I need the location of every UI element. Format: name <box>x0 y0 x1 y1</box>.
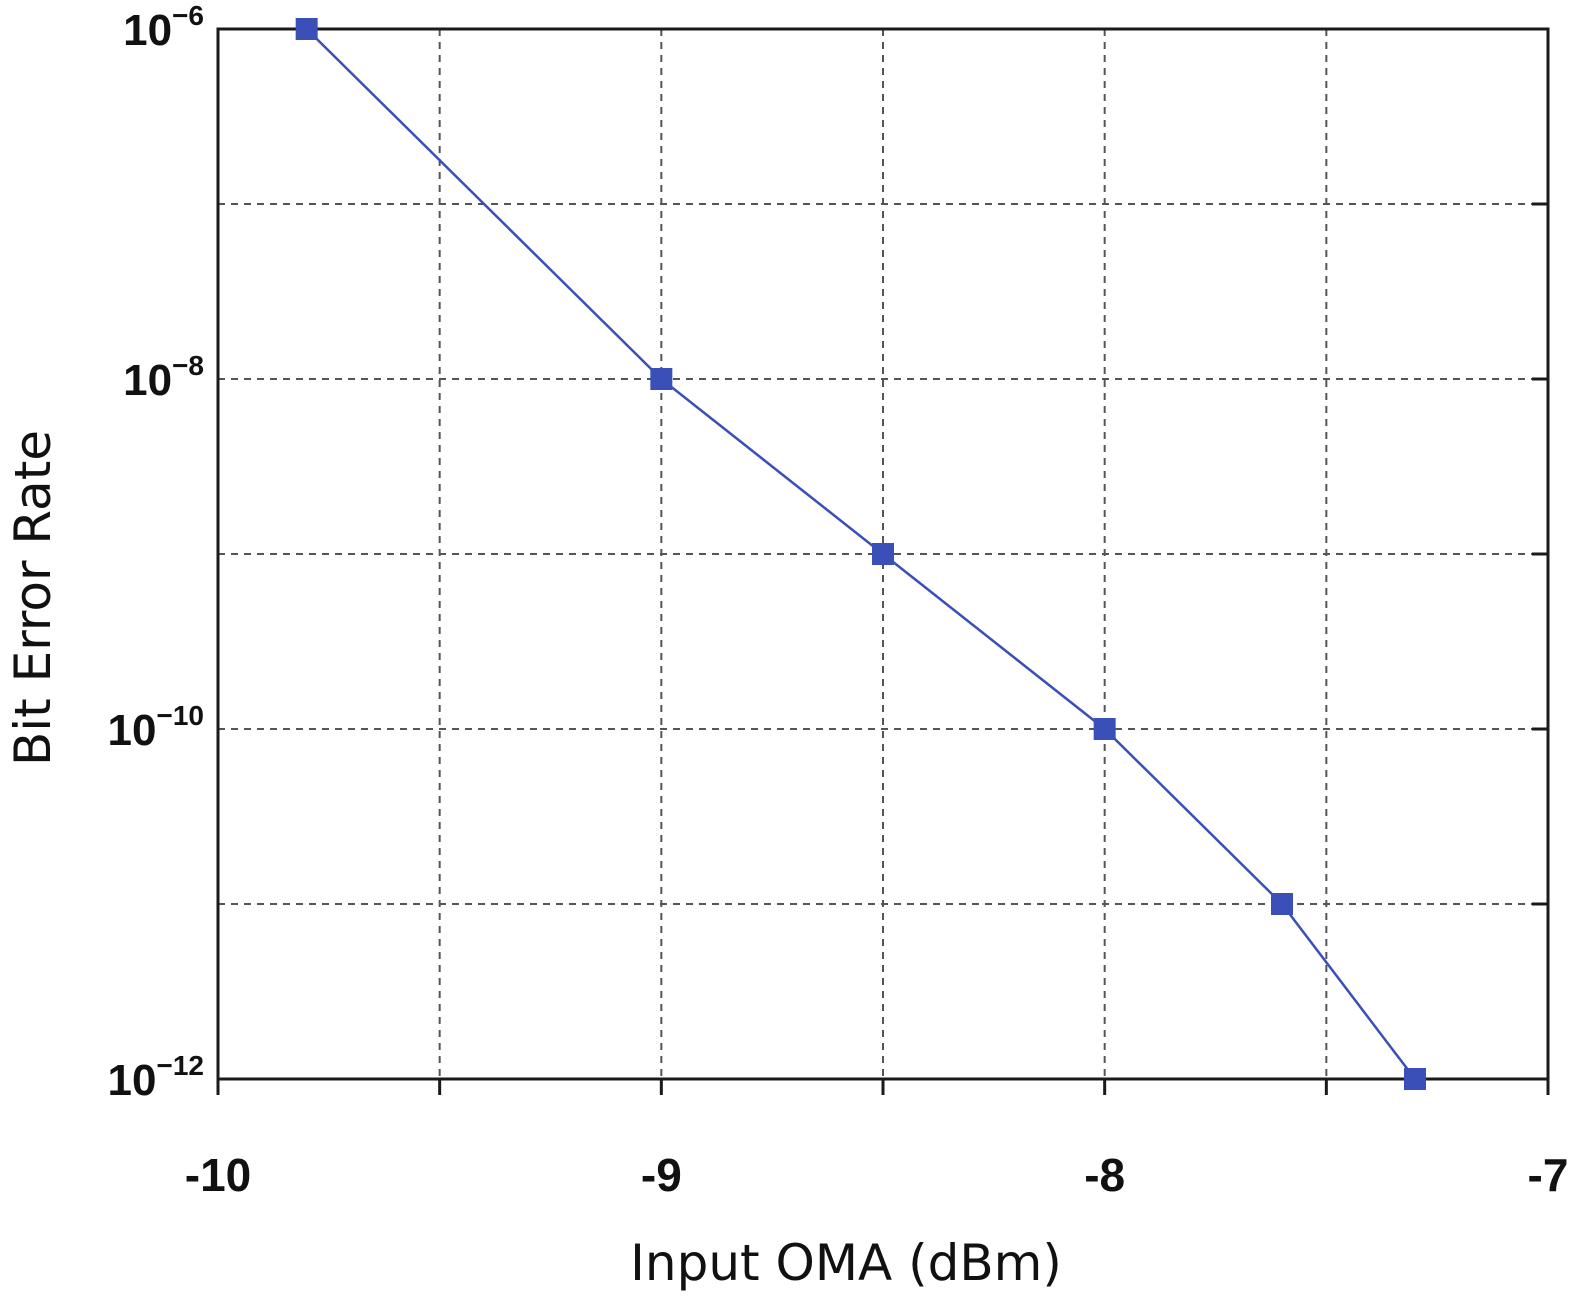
axis-ticks <box>216 202 1550 1095</box>
x-tick-label: -9 <box>641 1149 682 1201</box>
y-tick-base: 10 <box>108 706 157 755</box>
y-tick-label: 10−8 <box>123 350 204 405</box>
x-axis-title: Input OMA (dBm) <box>630 1234 1062 1292</box>
data-point-marker <box>650 368 673 390</box>
y-tick-exponent: −12 <box>157 1050 205 1081</box>
y-tick-label: 10−10 <box>108 700 204 755</box>
data-point-marker <box>872 543 894 565</box>
y-tick-exponent: −8 <box>172 350 204 381</box>
y-tick-base: 10 <box>123 356 172 405</box>
x-tick-label: -10 <box>185 1149 251 1201</box>
data-point-marker <box>1271 893 1293 915</box>
y-tick-base: 10 <box>123 6 172 55</box>
y-tick-exponent: −6 <box>172 0 204 31</box>
y-axis-title: Bit Error Rate <box>4 430 62 766</box>
y-tick-label: 10−12 <box>108 1050 204 1105</box>
data-point-marker <box>1093 718 1116 740</box>
y-tick-base: 10 <box>108 1056 157 1105</box>
data-series <box>295 18 1426 1090</box>
x-tick-label: -7 <box>1528 1149 1569 1201</box>
y-tick-label: 10−6 <box>123 0 204 55</box>
y-tick-exponent: −10 <box>157 700 205 731</box>
x-tick-label: -8 <box>1084 1149 1125 1201</box>
x-tick-labels: -10 -9 -8 -7 <box>185 1149 1569 1201</box>
plot-frame <box>216 27 1550 1081</box>
data-point-marker <box>1404 1068 1426 1090</box>
gridlines <box>218 29 1548 1079</box>
data-point-marker <box>295 18 318 40</box>
series-line <box>305 28 1416 1080</box>
